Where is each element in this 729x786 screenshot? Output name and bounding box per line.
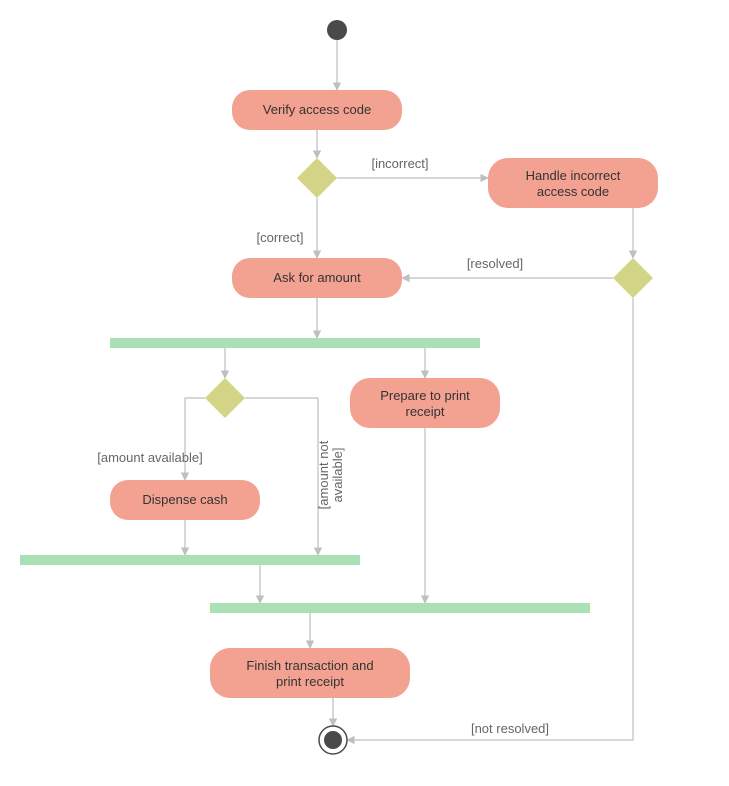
svg-text:Ask for amount: Ask for amount	[273, 270, 361, 285]
svg-text:[correct]: [correct]	[257, 230, 304, 245]
svg-text:Verify access code: Verify access code	[263, 102, 371, 117]
svg-text:[not resolved]: [not resolved]	[471, 721, 549, 736]
svg-text:[amount available]: [amount available]	[97, 450, 203, 465]
svg-text:[amount notavailable]: [amount notavailable]	[316, 440, 345, 509]
svg-text:[resolved]: [resolved]	[467, 256, 523, 271]
svg-text:[incorrect]: [incorrect]	[371, 156, 428, 171]
svg-text:Dispense cash: Dispense cash	[142, 492, 227, 507]
svg-text:Handle incorrectaccess code: Handle incorrectaccess code	[526, 168, 621, 199]
